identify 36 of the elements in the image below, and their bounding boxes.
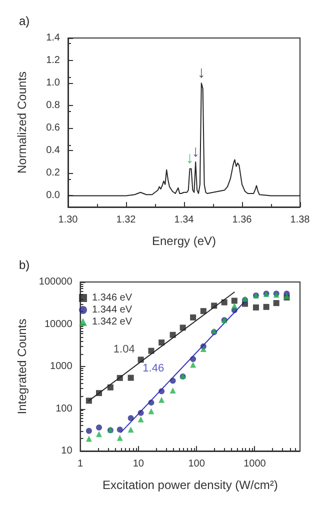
y-tick-label: 1.0 [46,78,60,89]
x-tick-label: 10 [132,458,144,470]
y-tick-label: 10 [61,446,73,456]
annotation: ↓ [197,64,206,82]
x-tick-label: 1000 [244,458,266,470]
annotation: ↓ [186,150,194,168]
legend-label: 1.346 eV [92,292,132,304]
annotation: ↓ [192,143,200,160]
legend-label: 1.344 eV [92,304,132,316]
legend-label: 1.342 eV [92,316,132,328]
annotation: 1.04 [113,344,135,356]
x-tick-label: 1.36 [232,214,252,226]
y-tick-label: 1.2 [46,55,60,66]
x-tick-label: 1 [77,458,84,470]
y-tick-label: 100000 [38,276,73,288]
annotation: 1.46 [142,362,164,374]
y-axis-title: Normalized Counts [15,71,29,174]
x-tick-label: 1.30 [58,214,78,226]
x-tick-label: 1.34 [174,214,194,226]
chart-title: a) [19,14,30,28]
x-tick-label: 100 [188,458,206,470]
x-axis-title: Excitation power density (W/cm²) [102,478,278,492]
x-tick-label: 1.32 [116,214,136,226]
y-axis-title: Integrated Counts [15,318,29,414]
y-tick-label: 0.4 [46,145,60,156]
y-tick-label: 100 [56,403,73,414]
y-tick-label: 0.8 [46,100,60,112]
y-tick-label: 1000 [50,361,73,372]
x-axis-title: Energy (eV) [152,234,216,248]
y-tick-label: 10000 [44,318,73,330]
x-tick-label: 1.38 [290,214,310,226]
y-tick-label: 0.6 [46,122,60,134]
y-tick-label: 0.2 [46,168,60,179]
y-tick-label: 0.0 [46,190,60,202]
chart-title: b) [19,258,30,272]
y-tick-label: 1.4 [46,32,60,44]
